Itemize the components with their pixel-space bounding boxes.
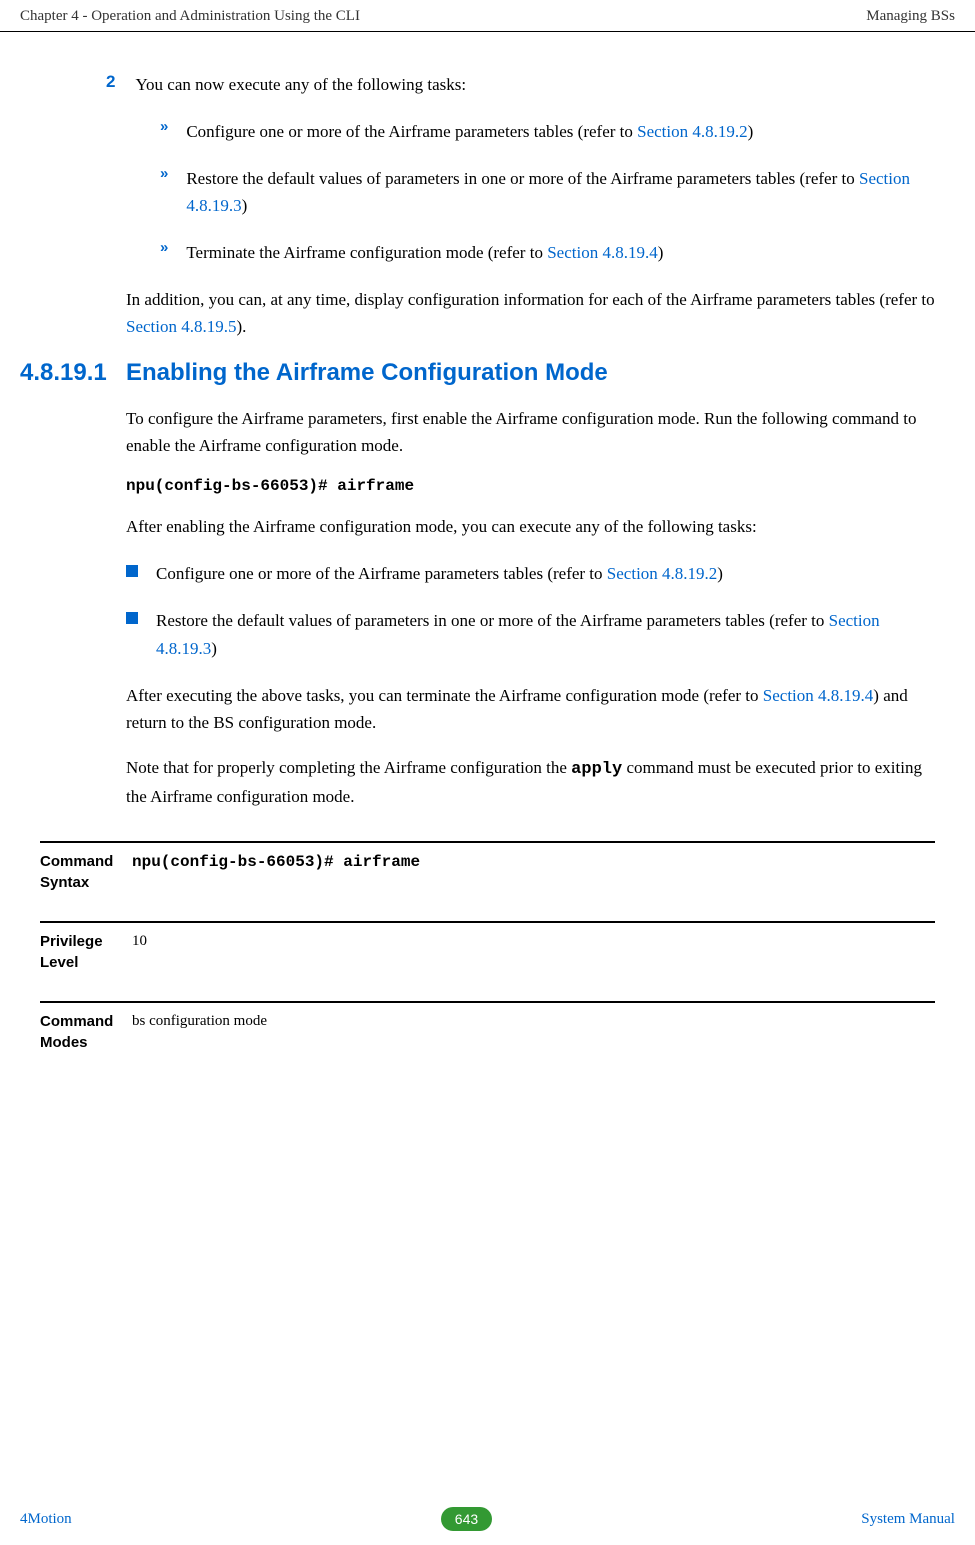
bullet-item-1: Configure one or more of the Airframe pa… [126, 560, 935, 587]
cmd-privilege-value: 10 [132, 931, 935, 973]
footer-right: System Manual [861, 1511, 955, 1528]
section-link[interactable]: Section 4.8.19.4 [763, 686, 874, 705]
sub-item-text: Restore the default values of parameters… [186, 165, 955, 219]
cmd-syntax-label: Command Syntax [40, 851, 132, 893]
sub-marker-icon: » [160, 165, 168, 219]
para-intro: To configure the Airframe parameters, fi… [126, 405, 935, 459]
footer-left: 4Motion [20, 1511, 72, 1528]
page-footer: 4Motion 643 System Manual [0, 1507, 975, 1531]
para-after-code: After enabling the Airframe configuratio… [126, 513, 935, 540]
header-right: Managing BSs [866, 8, 955, 25]
cmd-modes-value: bs configuration mode [132, 1011, 935, 1053]
cmd-modes-row: Command Modes bs configuration mode [40, 1001, 935, 1081]
command-table: Command Syntax npu(config-bs-66053)# air… [40, 841, 935, 1081]
sub-item-text: Configure one or more of the Airframe pa… [186, 118, 955, 145]
section-title: Enabling the Airframe Configuration Mode [126, 359, 608, 387]
cmd-privilege-label: Privilege Level [40, 931, 132, 973]
section-heading: 4.8.19.1 Enabling the Airframe Configura… [20, 359, 955, 387]
section-link[interactable]: Section 4.8.19.2 [607, 564, 718, 583]
step-number: 2 [106, 72, 115, 98]
section-number: 4.8.19.1 [20, 359, 126, 387]
header-left: Chapter 4 - Operation and Administration… [20, 8, 360, 25]
sub-marker-icon: » [160, 239, 168, 266]
cmd-syntax-value: npu(config-bs-66053)# airframe [132, 851, 935, 893]
sub-marker-icon: » [160, 118, 168, 145]
bullet-item-2: Restore the default values of parameters… [126, 607, 935, 661]
para-apply-note: Note that for properly completing the Ai… [126, 754, 935, 810]
section-link[interactable]: Section 4.8.19.5 [126, 317, 237, 336]
bullet-text: Configure one or more of the Airframe pa… [156, 560, 935, 587]
cmd-privilege-row: Privilege Level 10 [40, 921, 935, 1001]
sub-item-2: » Restore the default values of paramete… [160, 165, 955, 219]
page-header: Chapter 4 - Operation and Administration… [0, 0, 975, 32]
step-text: You can now execute any of the following… [135, 72, 955, 98]
sub-item-3: » Terminate the Airframe configuration m… [160, 239, 955, 266]
section-link[interactable]: Section 4.8.19.2 [637, 122, 748, 141]
page-content: 2 You can now execute any of the followi… [0, 32, 975, 1081]
bullet-marker-icon [126, 565, 138, 577]
cmd-modes-label: Command Modes [40, 1011, 132, 1053]
para-after-bullets: After executing the above tasks, you can… [126, 682, 935, 736]
code-inline: apply [571, 760, 622, 779]
sub-item-1: » Configure one or more of the Airframe … [160, 118, 955, 145]
addition-para: In addition, you can, at any time, displ… [126, 286, 935, 340]
section-link[interactable]: Section 4.8.19.4 [547, 243, 658, 262]
sub-item-text: Terminate the Airframe configuration mod… [186, 239, 955, 266]
bullet-text: Restore the default values of parameters… [156, 607, 935, 661]
code-block: npu(config-bs-66053)# airframe [126, 477, 955, 495]
page-number-badge: 643 [441, 1507, 492, 1531]
cmd-syntax-row: Command Syntax npu(config-bs-66053)# air… [40, 841, 935, 921]
bullet-marker-icon [126, 612, 138, 624]
step-row: 2 You can now execute any of the followi… [106, 72, 955, 98]
